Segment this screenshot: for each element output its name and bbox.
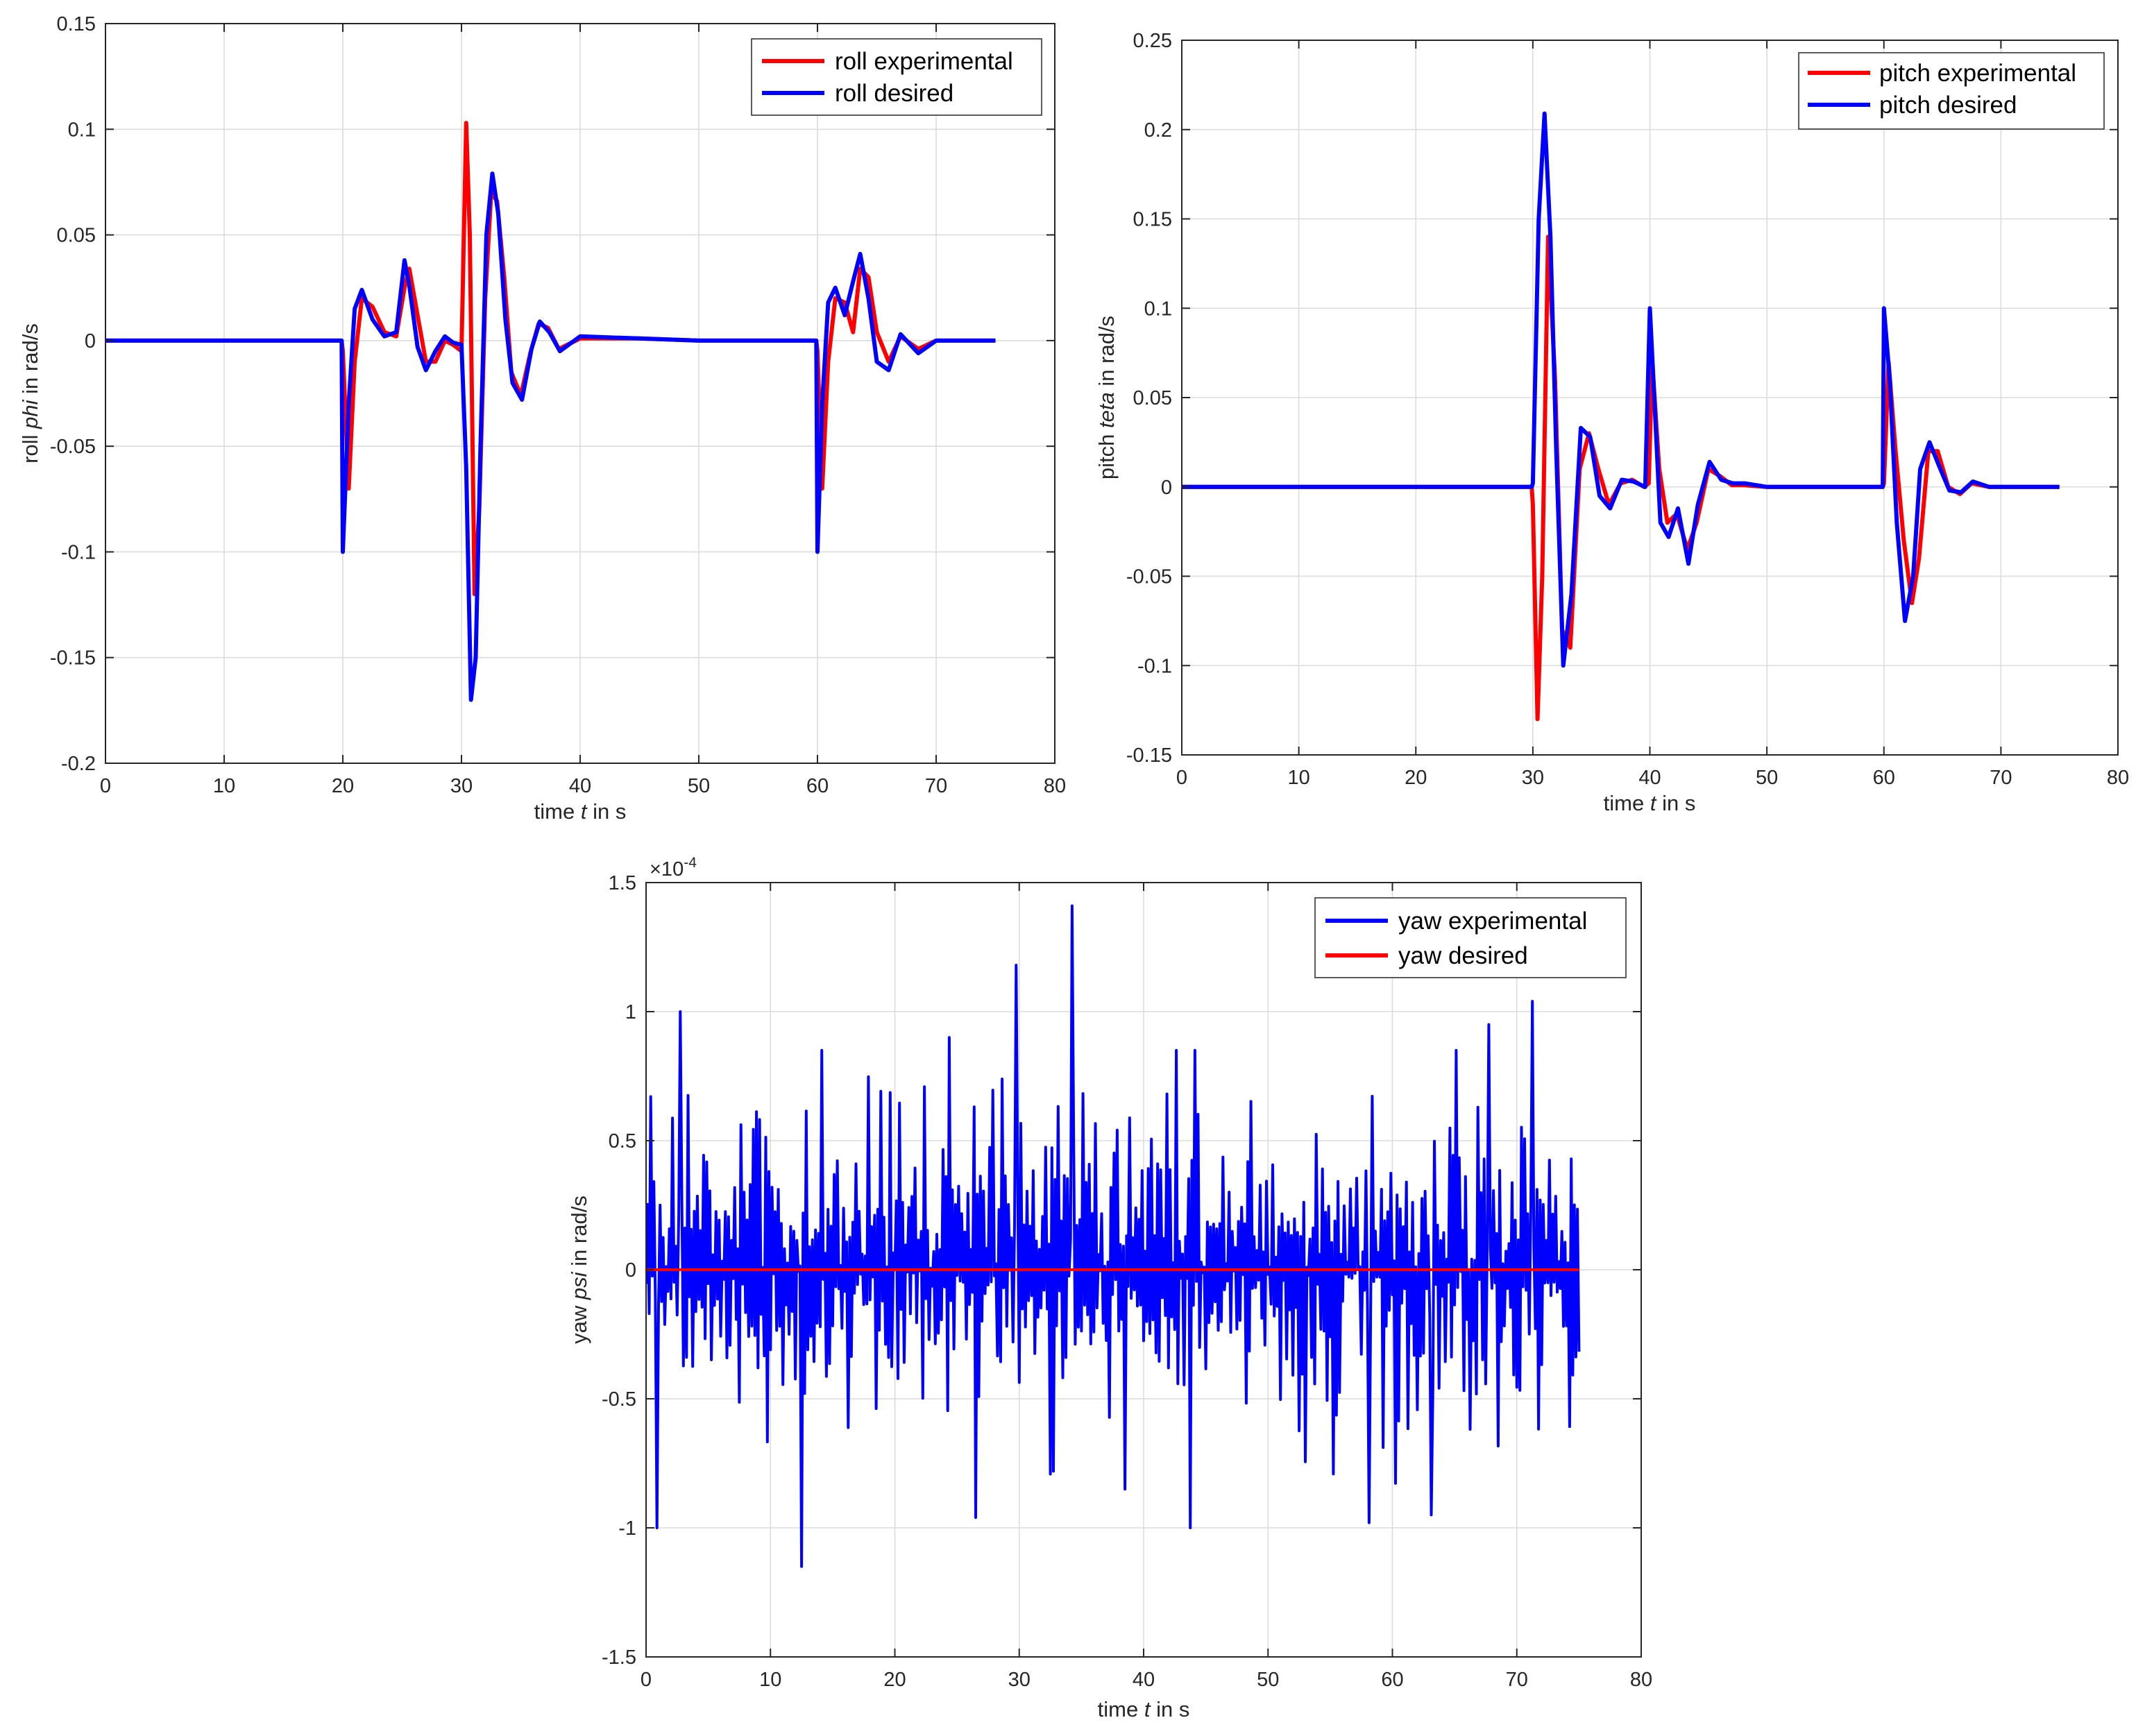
yaw-xtick-label: 70: [1506, 1669, 1528, 1691]
yaw-legend: yaw experimental yaw desired: [1314, 897, 1627, 978]
yaw-ytick-label: -1.5: [602, 1646, 636, 1669]
roll-legend-entry-2: roll desired: [835, 80, 953, 107]
roll-ytick-label: -0.1: [61, 541, 96, 563]
pitch-series-1: [1182, 235, 2060, 722]
pitch-chart-content: 0 10 20 30 40 50 60 70 80 -0.15 -0.1 -0.05 0 0.05 0.1 0…: [1126, 30, 2129, 789]
yaw-xtick-label: 30: [1008, 1669, 1031, 1691]
roll-ytick-label: 0.15: [57, 13, 96, 35]
pitch-xlabel: time t in s: [1604, 791, 1696, 815]
pitch-xtick-label: 60: [1873, 767, 1895, 789]
roll-chart: 0 10 20 30 40 50 60 70 80 -0.2 -0.15 -0.1 -0.05 0 0.05…: [18, 13, 1066, 824]
pitch-xtick-label: 70: [1990, 767, 2012, 789]
roll-series-2: [105, 171, 996, 702]
roll-xtick-label: 60: [806, 775, 829, 797]
roll-xtick-label: 20: [332, 775, 354, 797]
pitch-legend-entry-2: pitch desired: [1879, 92, 2017, 119]
pitch-legend-entry-1: pitch experimental: [1879, 60, 2076, 87]
yaw-legend-entry-1: yaw experimental: [1398, 908, 1587, 935]
pitch-chart: 0 10 20 30 40 50 60 70 80 -0.15 -0.1 -0.05 0 0.05 0.1 0…: [1094, 30, 2129, 815]
yaw-xtick-label: 40: [1133, 1669, 1155, 1691]
roll-xtick-label: 10: [213, 775, 235, 797]
yaw-xtick-label: 80: [1630, 1669, 1652, 1691]
pitch-legend: pitch experimental pitch desired: [1798, 52, 2105, 130]
pitch-ytick-label: -0.15: [1126, 744, 1172, 767]
yaw-chart: 0 10 20 30 40 50 60 70 80 -1.5 -1 -0.5 0 0.5 1 1.5 ×10-…: [567, 855, 1652, 1721]
pitch-ytick-label: -0.1: [1137, 655, 1172, 677]
pitch-xtick-label: 80: [2107, 767, 2129, 789]
pitch-xtick-label: 40: [1638, 767, 1661, 789]
yaw-xtick-label: 10: [759, 1669, 781, 1691]
pitch-ytick-label: 0.1: [1144, 298, 1172, 320]
yaw-ytick-label: 0.5: [609, 1130, 636, 1152]
roll-xtick-label: 70: [925, 775, 947, 797]
pitch-ylabel: pitch teta in rad/s: [1094, 316, 1119, 479]
roll-ytick-label: -0.15: [50, 647, 96, 670]
roll-xtick-label: 0: [100, 775, 111, 797]
roll-xlabel: time t in s: [534, 799, 627, 824]
yaw-ytick-label: 1: [625, 1001, 636, 1023]
yaw-legend-entry-2: yaw desired: [1398, 942, 1528, 969]
roll-ytick-label: -0.2: [61, 753, 96, 775]
yaw-xtick-label: 60: [1381, 1669, 1403, 1691]
roll-legend: roll experimental roll desired: [751, 38, 1042, 116]
pitch-xtick-label: 30: [1522, 767, 1544, 789]
pitch-series-2: [1182, 111, 2060, 668]
pitch-ytick-label: 0.2: [1144, 119, 1172, 142]
roll-plot-frame: [105, 23, 1055, 764]
roll-chart-content: 0 10 20 30 40 50 60 70 80 -0.2 -0.15 -0.1 -0.05 0 0.05…: [50, 13, 1066, 797]
yaw-plot-frame: [645, 882, 1642, 1658]
roll-xtick-label: 40: [569, 775, 591, 797]
yaw-xtick-label: 50: [1257, 1669, 1279, 1691]
pitch-ytick-label: -0.05: [1126, 566, 1172, 588]
roll-ytick-label: -0.05: [50, 436, 96, 458]
yaw-ytick-label: -0.5: [602, 1388, 636, 1411]
roll-legend-entry-1: roll experimental: [835, 48, 1013, 75]
yaw-ylabel: yaw psi in rad/s: [567, 1195, 591, 1344]
yaw-ytick-label: 0: [625, 1259, 636, 1282]
yaw-ytick-label: 1.5: [609, 872, 636, 894]
pitch-plot-frame: [1181, 40, 2119, 756]
yaw-chart-content: 0 10 20 30 40 50 60 70 80 -1.5 -1 -0.5 0 0.5 1 1.5: [602, 872, 1652, 1691]
pitch-xtick-label: 50: [1756, 767, 1778, 789]
pitch-xtick-label: 20: [1405, 767, 1427, 789]
roll-xtick-label: 80: [1044, 775, 1066, 797]
yaw-ytick-label: -1: [618, 1517, 636, 1540]
yaw-xtick-label: 0: [641, 1669, 652, 1691]
pitch-ytick-label: 0.05: [1133, 387, 1172, 409]
yaw-multiplier: ×10-4: [650, 855, 697, 880]
pitch-ytick-label: 0.25: [1133, 30, 1172, 52]
roll-xtick-label: 50: [688, 775, 710, 797]
roll-ylabel: roll phi in rad/s: [18, 323, 42, 463]
pitch-ytick-label: 0: [1161, 477, 1172, 499]
roll-xtick-label: 30: [450, 775, 473, 797]
roll-ytick-label: 0: [85, 330, 96, 352]
yaw-xtick-label: 20: [883, 1669, 906, 1691]
pitch-ytick-label: 0.15: [1133, 209, 1172, 231]
yaw-series-1: [646, 904, 1581, 1568]
roll-ytick-label: 0.1: [68, 119, 96, 141]
pitch-xtick-label: 10: [1287, 767, 1309, 789]
roll-ytick-label: 0.05: [57, 225, 96, 247]
pitch-xtick-label: 0: [1176, 767, 1187, 789]
yaw-xlabel: time t in s: [1098, 1697, 1190, 1721]
